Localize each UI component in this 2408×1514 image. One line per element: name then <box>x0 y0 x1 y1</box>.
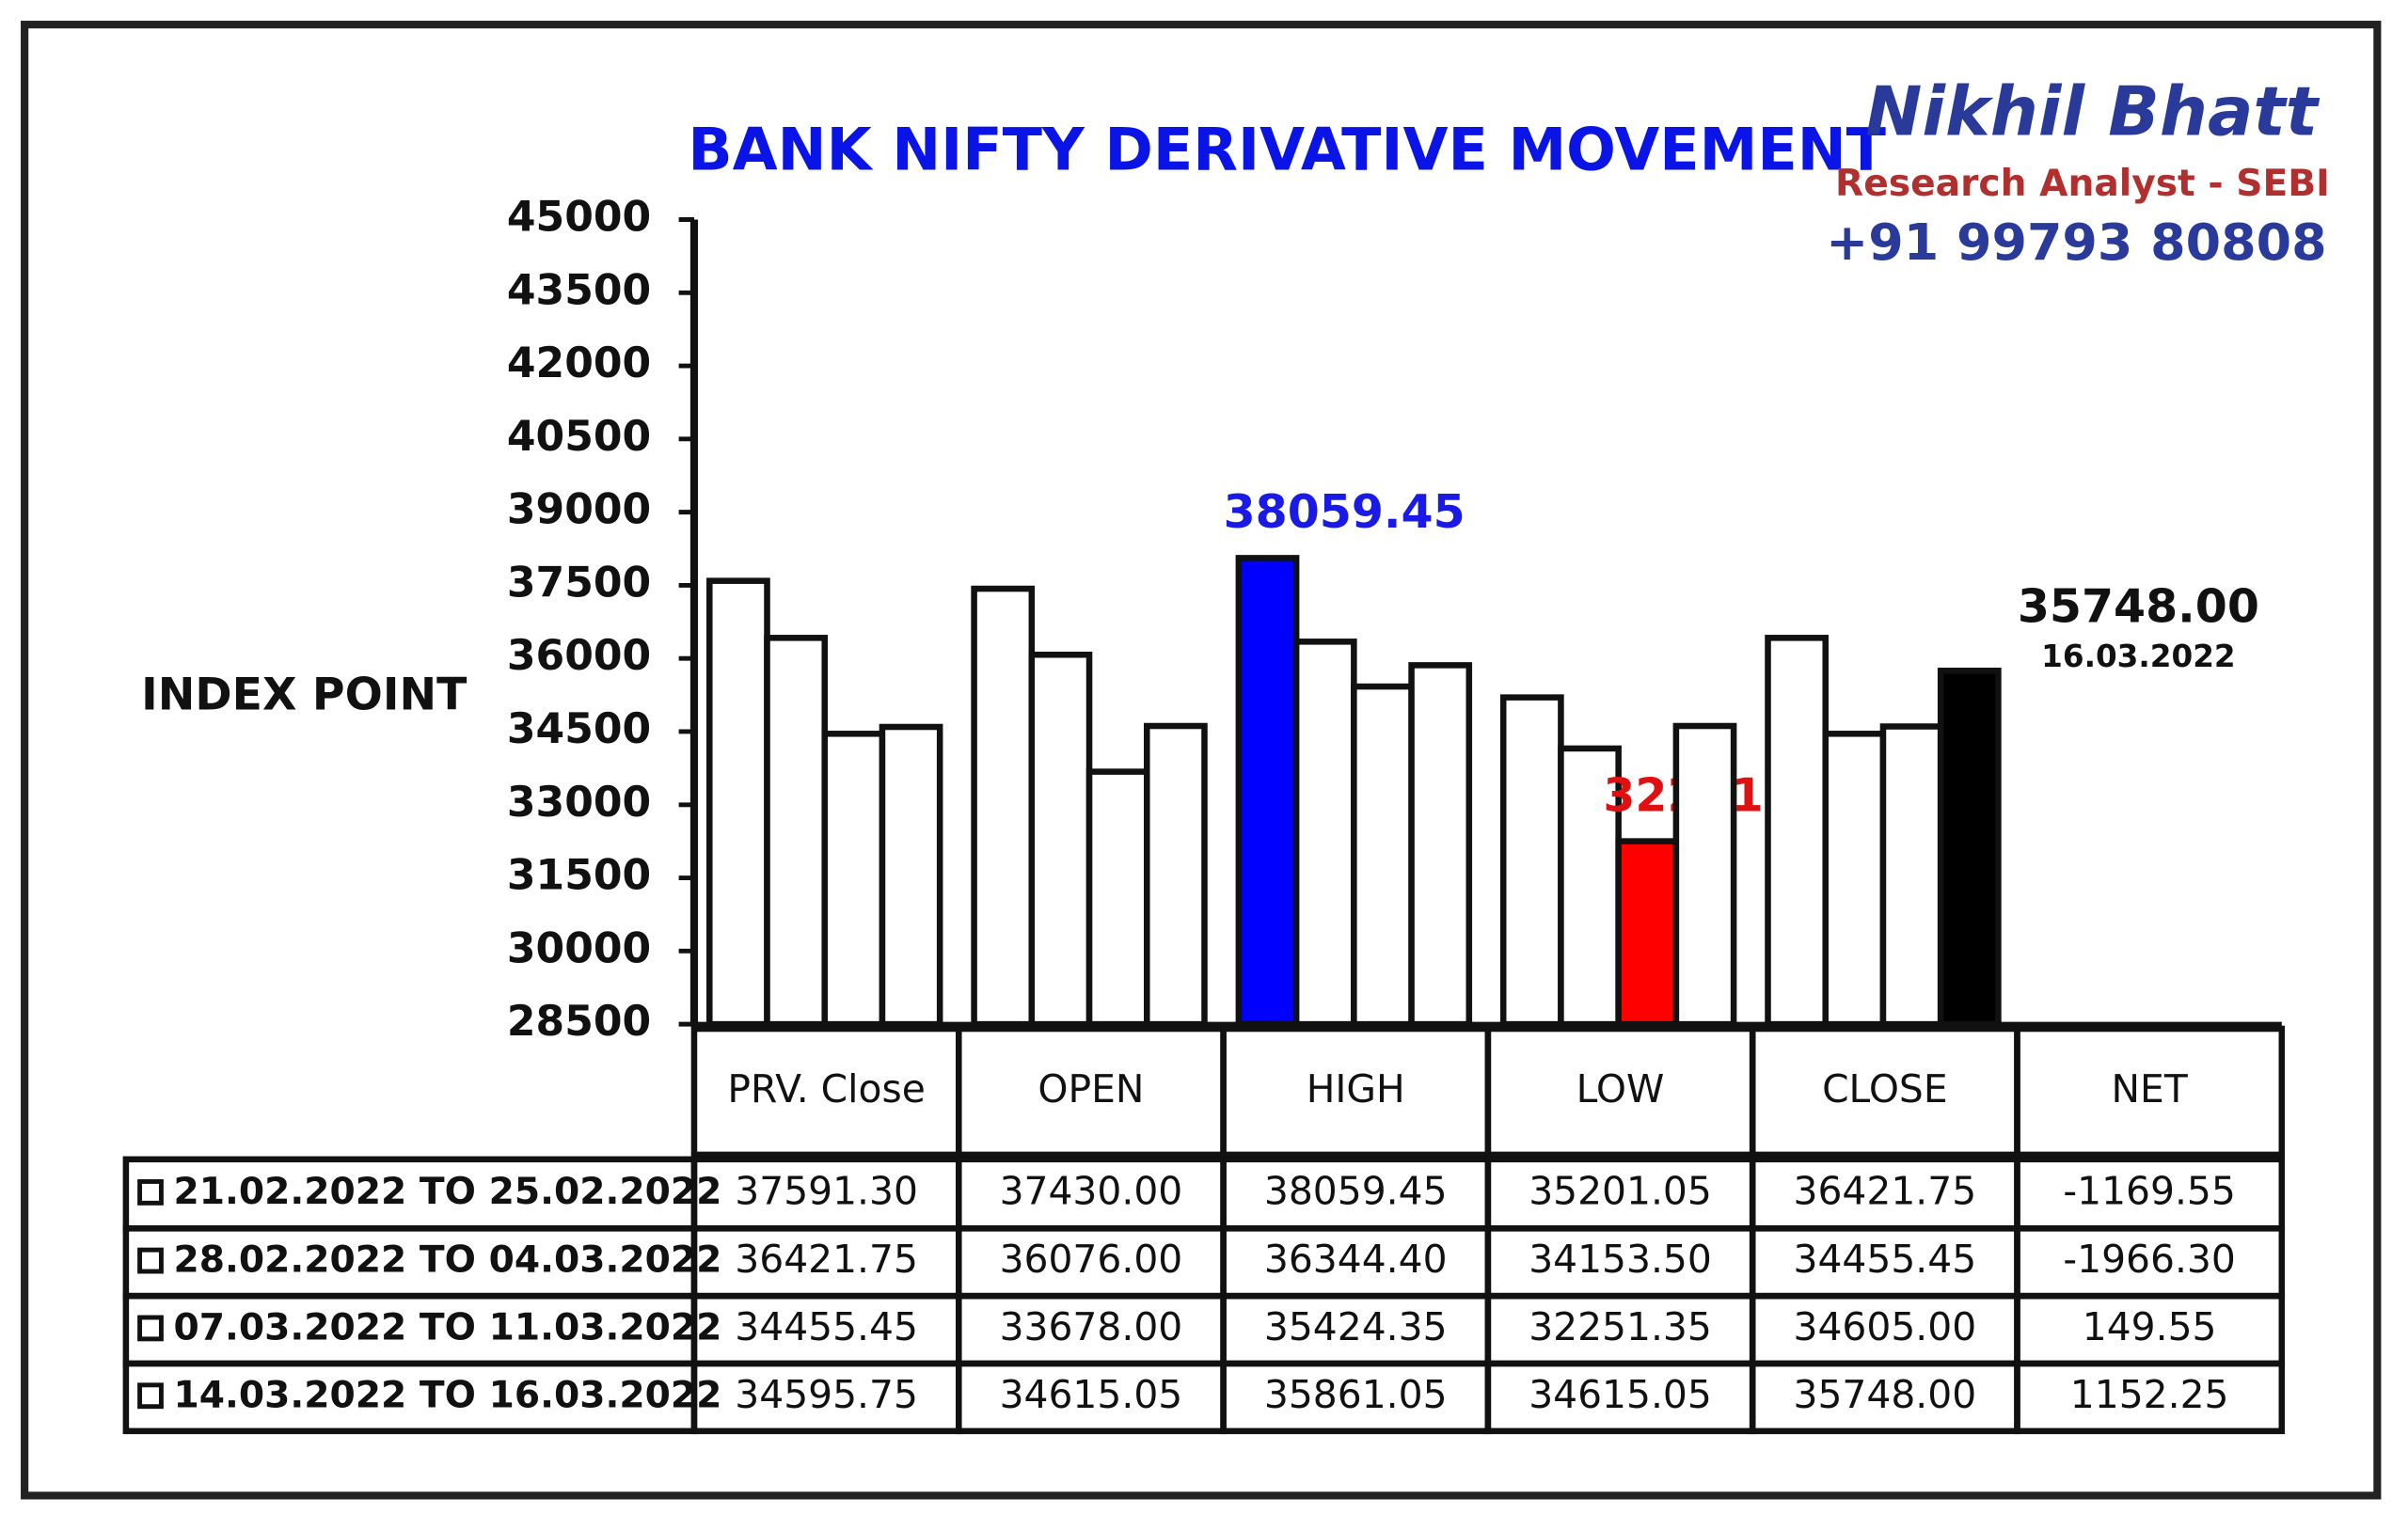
table-value: 1152.25 <box>2070 1372 2229 1417</box>
table-value: 34615.05 <box>1000 1372 1183 1417</box>
bar <box>1765 635 1829 1028</box>
data-label-note: 16.03.2022 <box>2041 639 2235 674</box>
brand-role: Research Analyst - SEBI <box>1835 163 2330 205</box>
legend-key <box>137 1382 164 1410</box>
bar <box>1408 662 1473 1028</box>
table-value: 34153.50 <box>1529 1237 1712 1282</box>
bar <box>1615 838 1680 1028</box>
header-label: CLOSE <box>1822 1066 1948 1112</box>
table-value: 33678.00 <box>1000 1304 1183 1349</box>
data-label: 35748.00 <box>2018 579 2259 633</box>
y-tick-label: 30000 <box>507 924 651 972</box>
table-value: 34595.75 <box>735 1372 918 1417</box>
header-label: PRV. Close <box>727 1066 925 1112</box>
table-value: 35201.05 <box>1529 1169 1712 1214</box>
legend-key <box>137 1247 164 1274</box>
bar <box>821 731 886 1028</box>
row-label: 21.02.2022 TO 25.02.2022 <box>173 1171 721 1213</box>
y-axis-label: INDEX POINT <box>141 669 467 720</box>
bar <box>1879 723 1944 1028</box>
y-tick-label: 33000 <box>507 779 651 827</box>
table-value: 35424.35 <box>1264 1304 1448 1349</box>
header-label: OPEN <box>1038 1066 1144 1112</box>
bar <box>1028 651 1093 1028</box>
y-tick-label: 40500 <box>507 413 651 461</box>
table-value: 35861.05 <box>1264 1372 1448 1417</box>
header-cell <box>2014 1025 2286 1159</box>
table-value: 37430.00 <box>1000 1169 1183 1214</box>
row-label: 28.02.2022 TO 04.03.2022 <box>173 1239 721 1282</box>
table-value: 35748.00 <box>1794 1372 1977 1417</box>
bar <box>1672 722 1737 1028</box>
header-label: LOW <box>1576 1066 1665 1112</box>
y-tick-label: 39000 <box>507 486 651 534</box>
header-label: NET <box>2112 1066 2189 1112</box>
chart-title: BANK NIFTY DERIVATIVE MOVEMENT <box>688 115 1886 183</box>
table-value: 149.55 <box>2083 1304 2217 1349</box>
bar <box>1143 722 1208 1028</box>
table-value: -1169.55 <box>2063 1169 2235 1214</box>
brand-phone: +91 99793 80808 <box>1826 213 2326 272</box>
y-tick-label: 28500 <box>507 998 651 1046</box>
bar <box>1292 639 1357 1028</box>
data-label: 38059.45 <box>1224 485 1465 539</box>
y-tick-label: 43500 <box>507 266 651 314</box>
table-value: 36344.40 <box>1264 1237 1448 1282</box>
table-value: 36076.00 <box>1000 1237 1183 1282</box>
table-value: -1966.30 <box>2063 1237 2235 1282</box>
table-value: 36421.75 <box>1794 1169 1977 1214</box>
y-tick-label: 45000 <box>507 193 651 241</box>
table-value: 38059.45 <box>1264 1169 1448 1214</box>
bar <box>1937 668 2002 1028</box>
y-tick-label: 31500 <box>507 852 651 900</box>
y-tick-label: 34500 <box>507 705 651 753</box>
table-value: 32251.35 <box>1529 1304 1712 1349</box>
row-label: 14.03.2022 TO 16.03.2022 <box>173 1374 721 1416</box>
legend-key <box>137 1179 164 1206</box>
bar <box>1822 731 1887 1028</box>
table-value: 37591.30 <box>735 1169 918 1214</box>
table-value: 36421.75 <box>735 1237 918 1282</box>
bar <box>879 723 943 1028</box>
table-value: 34615.05 <box>1529 1372 1712 1417</box>
bar <box>764 635 828 1028</box>
header-label: HIGH <box>1307 1066 1405 1112</box>
y-tick-label: 36000 <box>507 632 651 680</box>
frame <box>21 21 2382 1500</box>
table-cell <box>2014 1360 2286 1435</box>
bar <box>1085 768 1150 1028</box>
table-value: 34605.00 <box>1794 1304 1977 1349</box>
bar <box>1499 694 1564 1028</box>
bar <box>971 585 1036 1028</box>
y-tick-label: 42000 <box>507 339 651 387</box>
brand-name: Nikhil Bhatt <box>1865 72 2321 151</box>
y-tick-label: 37500 <box>507 559 651 607</box>
bar <box>706 577 770 1028</box>
legend-key <box>137 1315 164 1342</box>
table-value: 34455.45 <box>735 1304 918 1349</box>
bar <box>1351 683 1415 1028</box>
row-label: 07.03.2022 TO 11.03.2022 <box>173 1307 721 1349</box>
bar <box>1235 555 1300 1028</box>
table-value: 34455.45 <box>1794 1237 1977 1282</box>
bar <box>1558 745 1622 1028</box>
